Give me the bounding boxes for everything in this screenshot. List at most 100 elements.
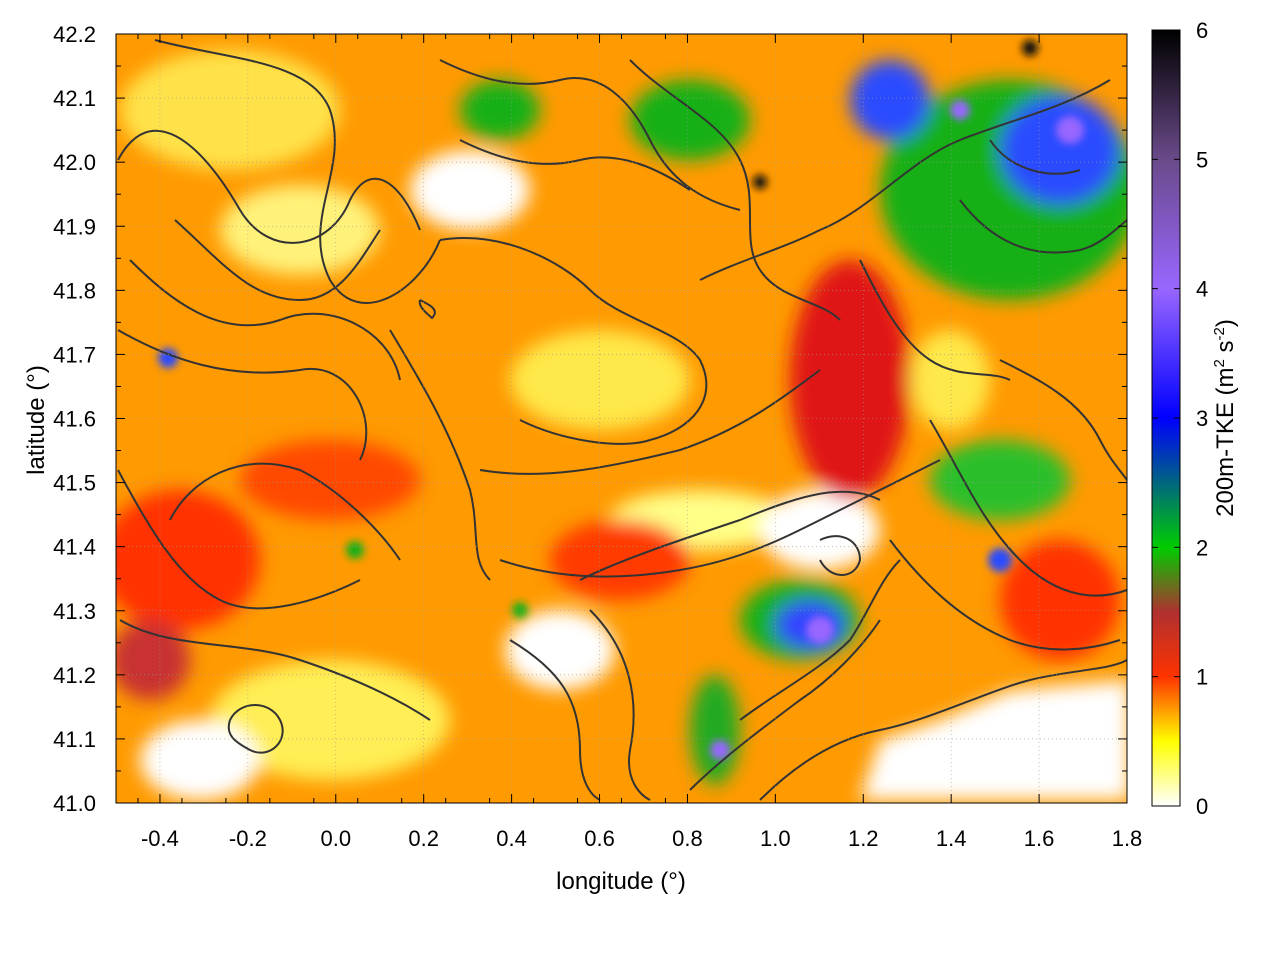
heatmap-spot [512, 602, 528, 618]
y-tick-label: 41.8 [53, 278, 96, 303]
terrain-contour [459, 139, 691, 191]
y-tick-label: 41.2 [53, 663, 96, 688]
grid-lines [116, 34, 1127, 803]
colorbar-label-mid: s [1212, 340, 1239, 359]
terrain-contour [499, 459, 941, 578]
terrain-contour [169, 462, 401, 561]
heatmap-spot [753, 175, 767, 189]
terrain-contour [509, 639, 601, 801]
terrain-contour [739, 559, 901, 721]
heatmap-patch [505, 610, 615, 690]
x-tick-label: 0.6 [584, 826, 615, 851]
y-tick-label: 41.6 [53, 407, 96, 432]
heatmap-spot [346, 541, 364, 559]
terrain-contours [117, 39, 1127, 801]
y-tick-label: 41.3 [53, 599, 96, 624]
heatmap-spot [988, 548, 1012, 572]
heatmap-patch [690, 675, 740, 785]
terrain-contour [759, 659, 1127, 801]
terrain-contour [889, 539, 1121, 651]
heatmap-spot [1056, 116, 1084, 144]
heatmap-patch [140, 720, 260, 800]
terrain-contour [389, 329, 491, 581]
colorbar-tick-label: 1 [1196, 665, 1208, 690]
colorbar-tick-label: 3 [1196, 406, 1208, 431]
terrain-contour [989, 139, 1081, 175]
heatmap-patch [790, 260, 910, 500]
heatmap-patch [910, 330, 990, 430]
terrain-contour [119, 619, 431, 721]
terrain-contour [929, 419, 1127, 597]
terrain-contour [959, 199, 1127, 254]
x-axis-label: longitude (°) [556, 868, 686, 895]
y-tick-label: 41.5 [53, 471, 96, 496]
heatmap-patch [116, 490, 260, 630]
x-tick-label: -0.4 [141, 826, 179, 851]
colorbar-tick-label: 5 [1196, 147, 1208, 172]
heatmap-spot [950, 100, 970, 120]
y-axis-label: latitude (°) [23, 365, 50, 475]
colorbar-ticks: 0 1 2 3 4 5 6 [1152, 18, 1208, 819]
terrain-contour [479, 369, 821, 475]
heatmap-plot-area [116, 34, 1127, 803]
x-tick-label: -0.2 [229, 826, 267, 851]
terrain-contour [117, 129, 421, 244]
y-tick-label: 41.7 [53, 342, 96, 367]
terrain-contour [439, 237, 708, 445]
y-tick-label: 42.0 [53, 150, 96, 175]
heatmap-spot [806, 616, 834, 644]
heatmap-patch [760, 490, 880, 570]
terrain-contour [819, 535, 862, 576]
x-tick-label: 1.2 [848, 826, 879, 851]
y-tick-label: 41.0 [53, 791, 96, 816]
heatmap-patch [116, 620, 190, 700]
y-tick-label: 41.1 [53, 727, 96, 752]
y-tick-label: 42.2 [53, 22, 96, 47]
heatmap-patch [120, 50, 340, 170]
colorbar-label-sup-minus2: -2 [1211, 327, 1228, 340]
colorbar-label: 200m-TKE (m2 s-2) [1211, 319, 1239, 517]
heatmap-patch [550, 520, 690, 600]
x-axis: -0.4 -0.2 0.0 0.2 0.4 0.6 0.8 1.0 1.2 1.4 1.6 1.8 [137, 34, 1143, 851]
x-tick-label: 1.0 [760, 826, 791, 851]
heatmap-patch [630, 80, 750, 160]
terrain-contour [227, 704, 284, 754]
heatmap-patch [930, 440, 1070, 520]
heatmap-patch [410, 150, 530, 230]
terrain-contour [174, 219, 381, 302]
heatmap-patch [220, 185, 380, 275]
colorbar: 0 1 2 3 4 5 6 200m-TKE (m2 s-2) [1151, 18, 1239, 819]
terrain-contour [117, 469, 361, 610]
y-axis: 41.0 41.1 41.2 41.3 41.4 41.5 41.6 41.7 41.8 41.9… [53, 22, 1127, 816]
x-tick-label: 0.2 [408, 826, 439, 851]
terrain-contour [418, 299, 436, 320]
x-tick-label: 1.8 [1112, 826, 1143, 851]
terrain-contour [129, 259, 401, 381]
terrain-contour [689, 619, 881, 791]
terrain-contour [589, 609, 651, 801]
colorbar-tick-label: 0 [1196, 794, 1208, 819]
x-tick-label: 0.4 [496, 826, 527, 851]
heatmap-patch [1000, 95, 1120, 205]
heatmap-patch [240, 440, 420, 520]
y-tick-label: 41.9 [53, 214, 96, 239]
colorbar-tick-label: 6 [1196, 18, 1208, 43]
x-tick-label: 1.4 [936, 826, 967, 851]
heatmap-patch [510, 330, 690, 430]
heatmap-detail [158, 40, 1084, 760]
y-tick-label: 42.1 [53, 86, 96, 111]
colorbar-label-main: 200m-TKE (m [1212, 368, 1239, 517]
y-tick-label: 41.4 [53, 535, 96, 560]
terrain-contour [579, 490, 881, 581]
heatmap-spot [710, 740, 730, 760]
colorbar-tick-label: 2 [1196, 535, 1208, 560]
heatmap-patch [860, 680, 1127, 800]
x-tick-label: 0.8 [672, 826, 703, 851]
terrain-contour [629, 59, 841, 321]
heatmap-spot [1022, 40, 1038, 56]
heatmap-patch [460, 80, 540, 140]
terrain-contour [699, 79, 1111, 281]
terrain-contour [154, 39, 441, 304]
colorbar-label-end: ) [1212, 319, 1239, 327]
